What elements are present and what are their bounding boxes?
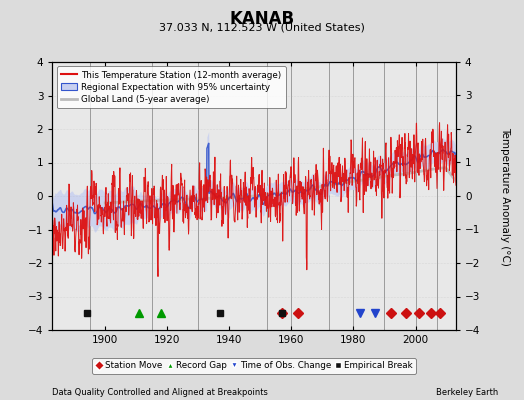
Text: Data Quality Controlled and Aligned at Breakpoints: Data Quality Controlled and Aligned at B… (52, 388, 268, 397)
Text: Berkeley Earth: Berkeley Earth (435, 388, 498, 397)
Y-axis label: Temperature Anomaly (°C): Temperature Anomaly (°C) (500, 126, 510, 266)
Text: 37.033 N, 112.523 W (United States): 37.033 N, 112.523 W (United States) (159, 22, 365, 32)
Text: KANAB: KANAB (230, 10, 294, 28)
Legend: Station Move, Record Gap, Time of Obs. Change, Empirical Break: Station Move, Record Gap, Time of Obs. C… (92, 358, 416, 374)
